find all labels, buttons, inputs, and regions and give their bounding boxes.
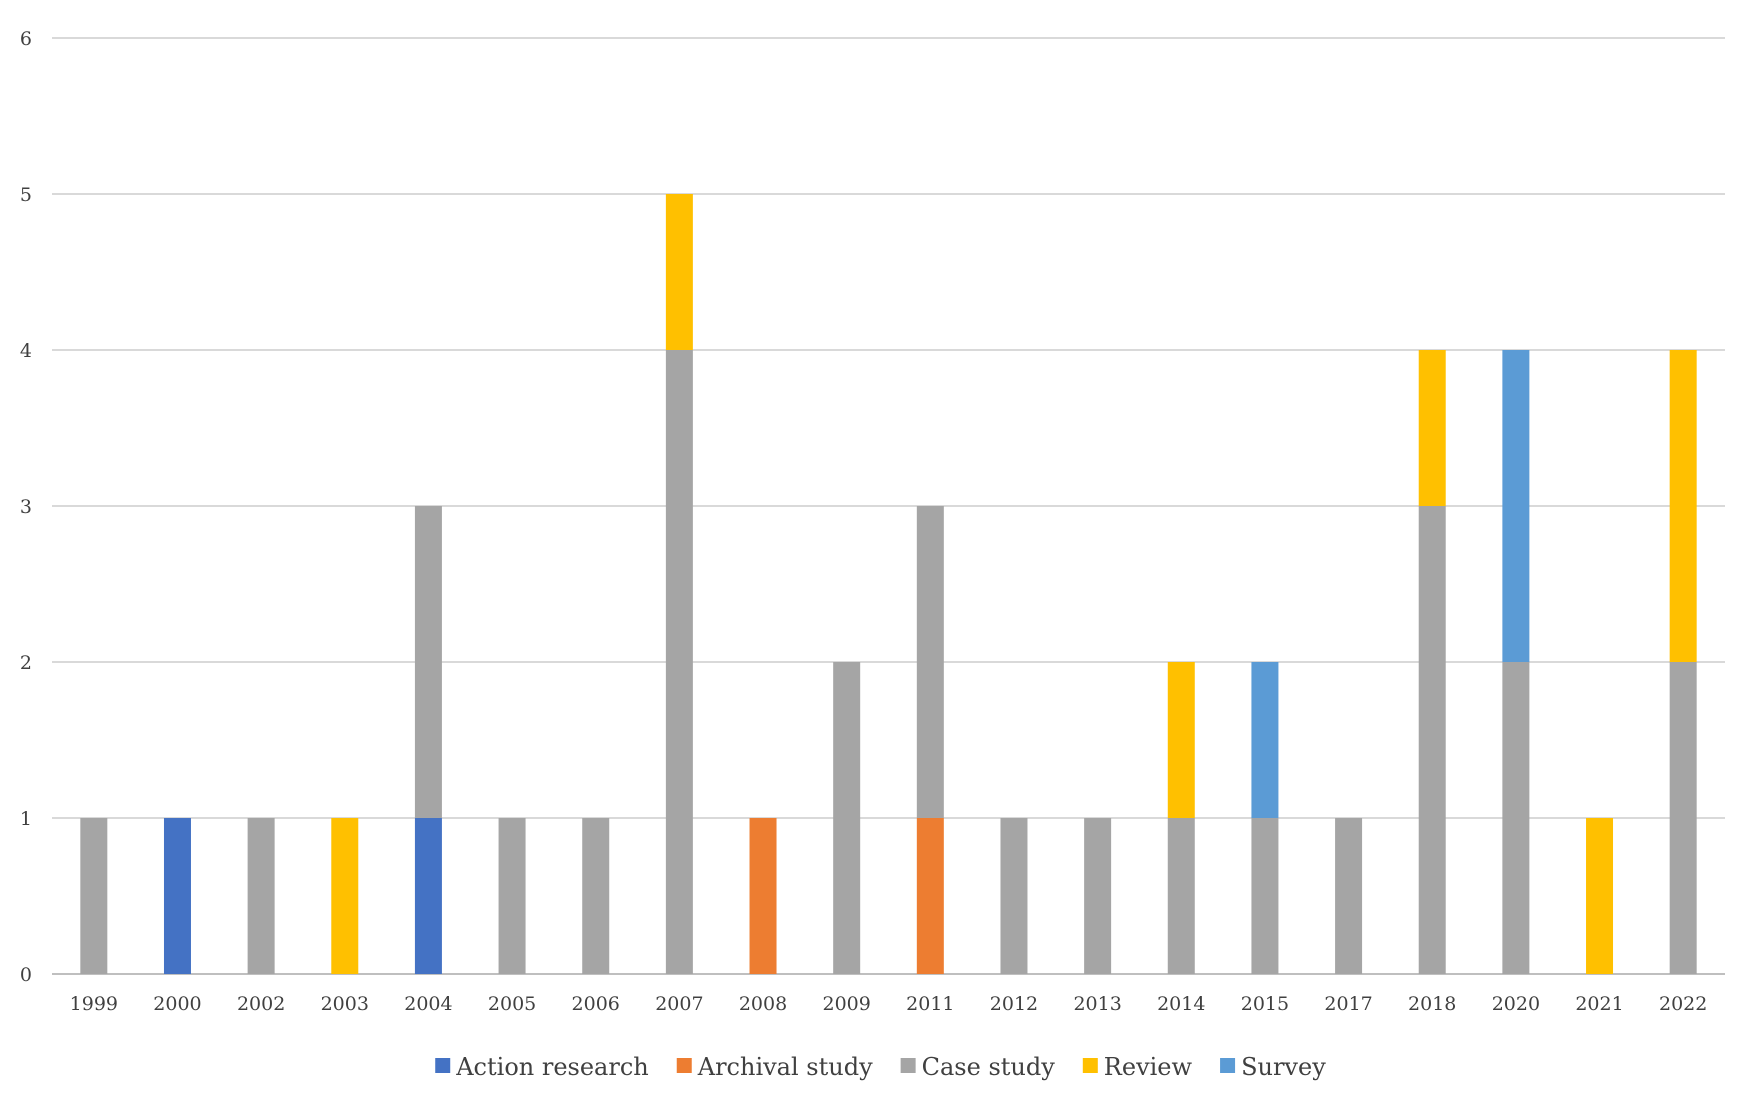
bar-1999-case-study [80, 818, 108, 974]
bar-2015-case-study [1251, 818, 1279, 974]
x-tick-label: 2006 [572, 993, 620, 1015]
bar-2020-survey [1502, 350, 1530, 662]
legend-swatch [676, 1058, 692, 1073]
bar-2011-archival-study [916, 818, 944, 974]
bar-2004-action-research [414, 818, 442, 974]
bar-2021-review [1586, 818, 1614, 974]
legend-item-survey: Survey [1220, 1053, 1326, 1081]
y-axis-ticks: 0 1 2 3 4 5 6 [20, 28, 32, 986]
bar-2014-review [1167, 662, 1195, 818]
x-tick-label: 2013 [1073, 993, 1121, 1015]
x-tick-label: 2003 [321, 993, 369, 1015]
legend-item-action-research: Action research [435, 1053, 649, 1081]
bar-2005-case-study [498, 818, 526, 974]
bar-2020-case-study [1502, 662, 1530, 974]
y-tick-label: 2 [20, 652, 32, 674]
y-tick-label: 0 [20, 964, 32, 986]
legend-label: Case study [922, 1053, 1056, 1081]
bar-2022-review [1669, 350, 1697, 662]
y-tick-label: 1 [20, 808, 32, 830]
gridlines [52, 37, 1725, 975]
bar-2004-case-study [414, 506, 442, 818]
bar-2013-case-study [1084, 818, 1112, 974]
legend-label: Action research [455, 1053, 649, 1081]
x-tick-label: 2015 [1241, 993, 1289, 1015]
legend-swatch [1082, 1058, 1098, 1073]
x-tick-label: 2004 [404, 993, 452, 1015]
bar-2007-case-study [665, 350, 693, 974]
legend-item-review: Review [1082, 1053, 1193, 1081]
y-tick-label: 4 [20, 340, 32, 362]
legend-swatch [1220, 1058, 1236, 1073]
bar-2018-case-study [1418, 506, 1446, 974]
x-tick-label: 2005 [488, 993, 536, 1015]
bar-2009-case-study [833, 662, 861, 974]
x-tick-label: 2007 [655, 993, 703, 1015]
y-tick-label: 6 [20, 28, 32, 50]
x-tick-label: 2017 [1324, 993, 1372, 1015]
bar-2014-case-study [1167, 818, 1195, 974]
x-tick-label: 2014 [1157, 993, 1205, 1015]
bar-2006-case-study [582, 818, 610, 974]
bar-2022-case-study [1669, 662, 1697, 974]
x-tick-label: 2002 [237, 993, 285, 1015]
y-tick-label: 5 [20, 184, 32, 206]
bar-2015-survey [1251, 662, 1279, 818]
legend-label: Archival study [697, 1053, 873, 1081]
legend-item-archival-study: Archival study [676, 1053, 873, 1081]
bar-2008-archival-study [749, 818, 777, 974]
bar-2011-case-study [916, 506, 944, 818]
x-tick-label: 2018 [1408, 993, 1456, 1015]
x-tick-label: 2012 [990, 993, 1038, 1015]
x-tick-label: 2000 [153, 993, 201, 1015]
bars [80, 194, 1697, 974]
bar-2018-review [1418, 350, 1446, 506]
bar-2017-case-study [1335, 818, 1363, 974]
x-axis-ticks: 1999 2000 2002 2003 2004 2005 2006 2007 2008 2009… [70, 993, 1708, 1015]
y-tick-label: 3 [20, 496, 32, 518]
bar-2012-case-study [1000, 818, 1028, 974]
x-tick-label: 2008 [739, 993, 787, 1015]
x-tick-label: 2020 [1492, 993, 1540, 1015]
x-tick-label: 2009 [822, 993, 870, 1015]
x-tick-label: 2011 [906, 993, 954, 1015]
legend-item-case-study: Case study [900, 1053, 1056, 1081]
legend-swatch [900, 1058, 916, 1073]
x-tick-label: 2021 [1575, 993, 1623, 1015]
x-tick-label: 1999 [70, 993, 118, 1015]
legend: Action research Archival study Case study R… [435, 1053, 1326, 1081]
legend-swatch [435, 1058, 451, 1073]
x-tick-label: 2022 [1659, 993, 1707, 1015]
legend-label: Review [1104, 1053, 1193, 1081]
legend-label: Survey [1241, 1053, 1326, 1081]
bar-2003-review [331, 818, 359, 974]
bar-2007-review [665, 194, 693, 350]
bar-2000-action-research [163, 818, 191, 974]
bar-2002-case-study [247, 818, 275, 974]
